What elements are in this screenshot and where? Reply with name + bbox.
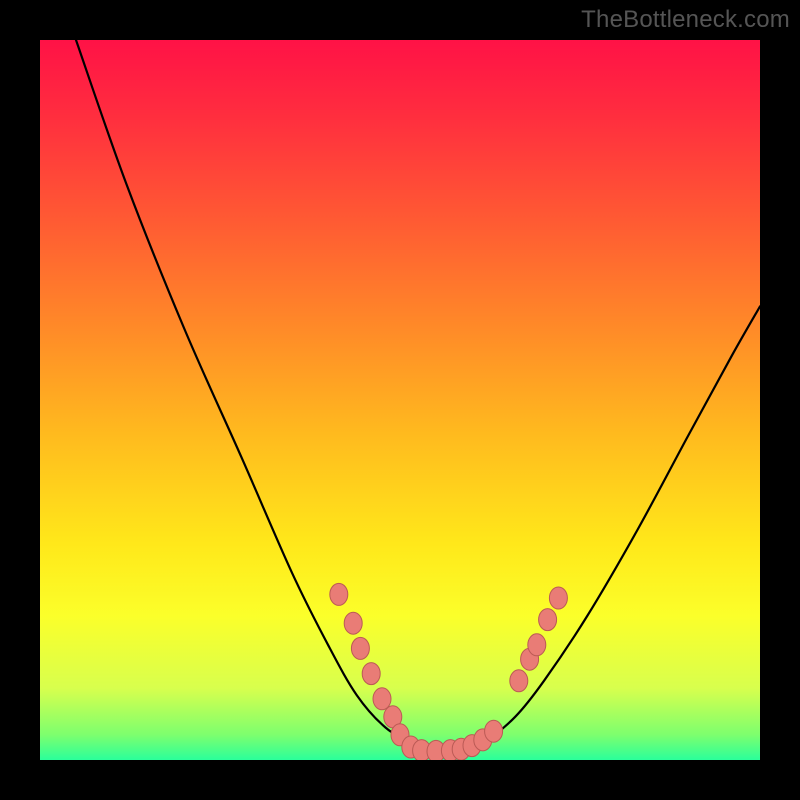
curve-marker <box>330 583 348 605</box>
plot-background <box>40 40 760 760</box>
curve-marker <box>528 634 546 656</box>
curve-marker <box>362 663 380 685</box>
plot-svg <box>0 0 800 800</box>
curve-marker <box>539 609 557 631</box>
curve-marker <box>373 688 391 710</box>
watermark-text: TheBottleneck.com <box>581 6 790 34</box>
curve-marker <box>549 587 567 609</box>
curve-marker <box>485 720 503 742</box>
chart-frame: TheBottleneck.com <box>0 0 800 800</box>
curve-marker <box>351 637 369 659</box>
curve-marker <box>344 612 362 634</box>
curve-marker <box>510 670 528 692</box>
